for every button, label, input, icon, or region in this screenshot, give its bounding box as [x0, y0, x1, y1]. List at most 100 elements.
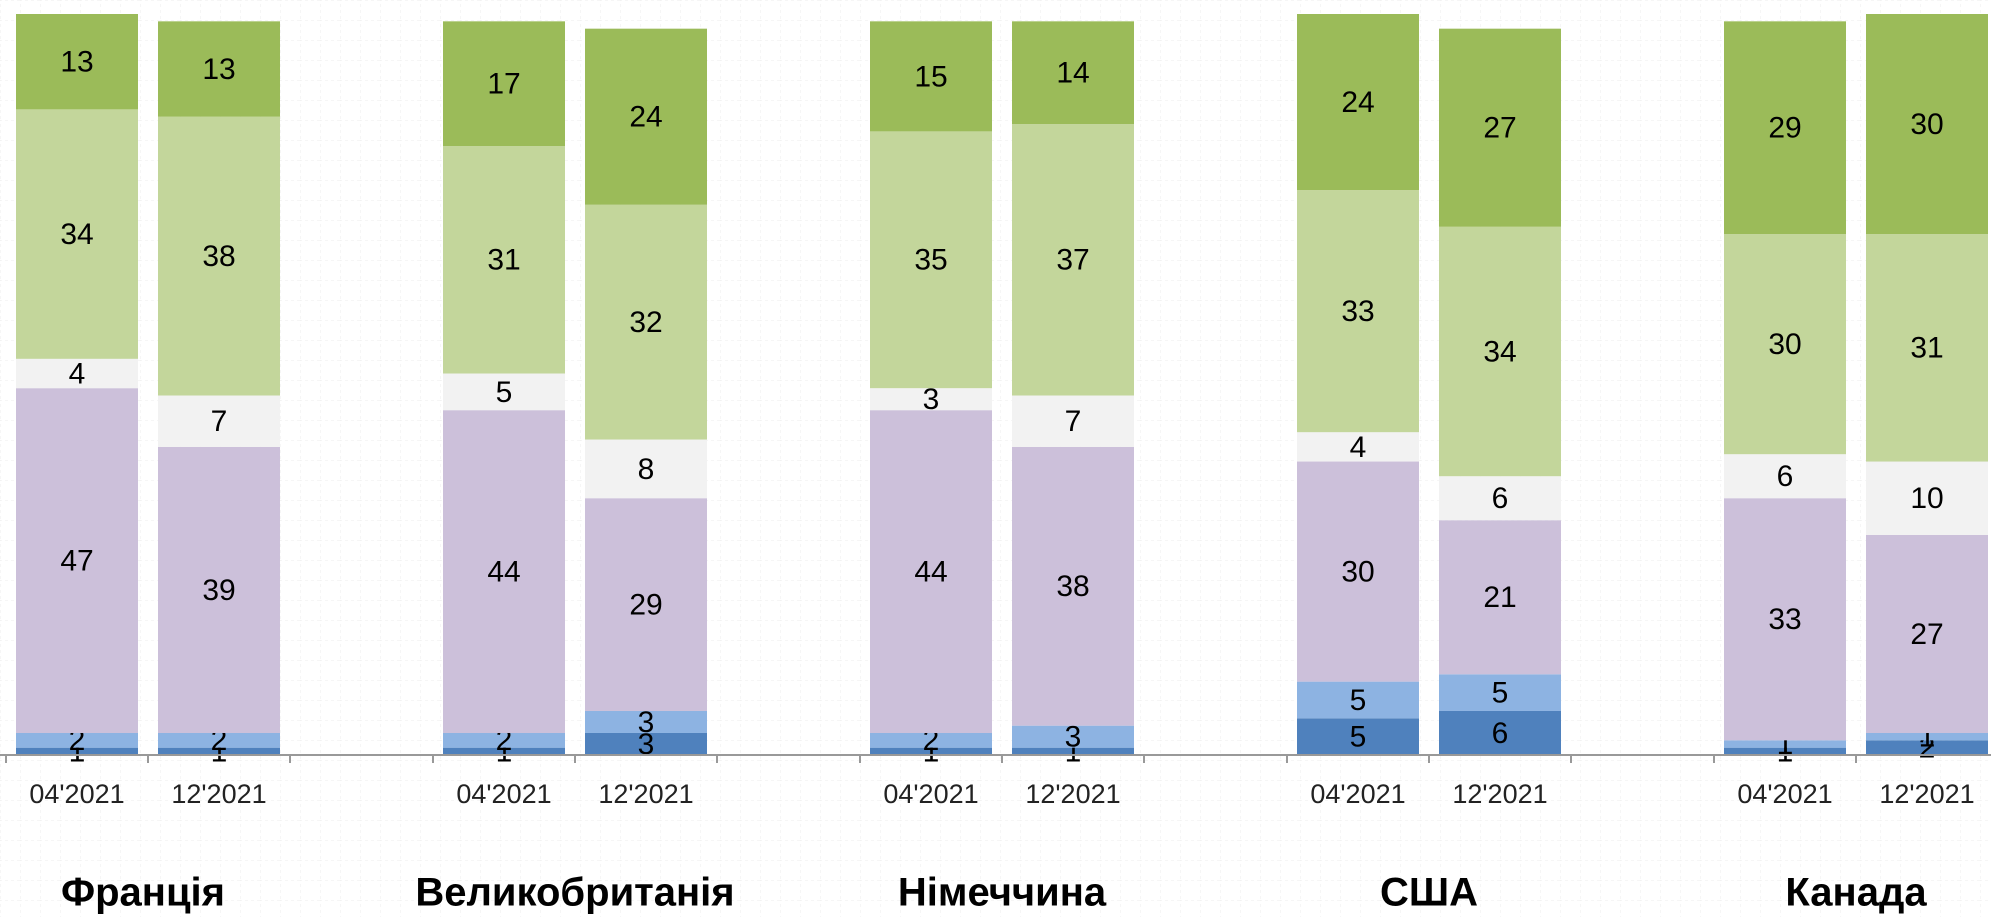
data-label: 24 — [1341, 86, 1374, 119]
data-label: 13 — [60, 46, 93, 79]
x-tick-label: 12'2021 — [1025, 779, 1120, 809]
bar-segment — [1012, 395, 1134, 447]
bar-segment — [1297, 681, 1419, 719]
data-label: 29 — [629, 589, 662, 622]
bar-segment — [585, 498, 707, 711]
group-label: Франція — [61, 871, 225, 915]
bar-segment — [1724, 498, 1846, 741]
bar-segment — [1297, 14, 1419, 191]
group-label: Канада — [1785, 871, 1927, 915]
data-label: 30 — [1768, 328, 1801, 361]
data-label: 35 — [914, 244, 947, 277]
bar-segment — [585, 710, 707, 733]
data-label: 39 — [202, 574, 235, 607]
bar-segment — [1012, 124, 1134, 396]
bar-segment — [158, 116, 280, 396]
data-label: 38 — [1056, 570, 1089, 603]
bar-segment — [1866, 14, 1988, 235]
bar-segment — [1724, 21, 1846, 235]
data-label: 38 — [202, 240, 235, 273]
data-label: 4 — [1350, 431, 1367, 464]
bar-segment — [443, 747, 565, 755]
bar-segment — [1724, 234, 1846, 455]
data-label: 8 — [638, 453, 655, 486]
data-label: 29 — [1768, 112, 1801, 145]
data-label: 17 — [487, 68, 520, 101]
bar-segment — [870, 410, 992, 733]
bar-segment — [1012, 446, 1134, 726]
group-label: Великобританія — [415, 871, 734, 915]
data-label: 31 — [1910, 332, 1943, 365]
bar-segment — [443, 21, 565, 147]
bar-segment — [1866, 740, 1988, 755]
bar-segment — [443, 146, 565, 374]
bar-segment — [585, 439, 707, 499]
bar-segment — [870, 388, 992, 411]
data-label: 14 — [1056, 57, 1089, 90]
x-tick-label: 12'2021 — [1452, 779, 1547, 809]
group-label: Німеччина — [898, 871, 1107, 915]
bar-segment — [16, 109, 138, 359]
data-label: 32 — [629, 306, 662, 339]
data-label: 5 — [1492, 677, 1509, 710]
bar-segment — [870, 21, 992, 132]
data-label: 24 — [629, 101, 662, 134]
data-label: 47 — [60, 545, 93, 578]
bar-segment — [158, 747, 280, 755]
x-tick-label: 12'2021 — [171, 779, 266, 809]
bar-segment — [1439, 520, 1561, 675]
data-label: 27 — [1483, 112, 1516, 145]
data-label: 3 — [638, 706, 655, 739]
data-label: 21 — [1483, 581, 1516, 614]
data-label: 4 — [69, 357, 86, 390]
bar-segment — [1724, 740, 1846, 748]
data-label: 10 — [1910, 482, 1943, 515]
bar-segment — [870, 131, 992, 389]
bar-segment — [16, 747, 138, 755]
bar-segment — [443, 732, 565, 748]
x-tick-label: 04'2021 — [29, 779, 124, 809]
x-tick-label: 04'2021 — [883, 779, 978, 809]
data-label: 34 — [60, 218, 93, 251]
x-tick-label: 04'2021 — [1737, 779, 1832, 809]
bar-segment — [443, 410, 565, 733]
bar-segment — [1439, 226, 1561, 477]
bar-segment — [16, 358, 138, 389]
data-label: 30 — [1910, 108, 1943, 141]
x-tick-label: 12'2021 — [598, 779, 693, 809]
bar-segment — [1297, 718, 1419, 755]
bar-segment — [1866, 461, 1988, 535]
bar-segment — [870, 732, 992, 748]
data-label: 37 — [1056, 244, 1089, 277]
data-label: 5 — [1350, 721, 1367, 754]
bar-segment — [158, 732, 280, 748]
data-label: 5 — [1350, 684, 1367, 717]
data-label: 15 — [914, 60, 947, 93]
bar-segment — [870, 747, 992, 755]
bar-segment — [1866, 234, 1988, 462]
data-label: 3 — [1065, 721, 1082, 754]
bar-segment — [1724, 747, 1846, 755]
bar-segment — [585, 732, 707, 755]
bar-segment — [1297, 190, 1419, 433]
bar-segment — [1866, 534, 1988, 733]
data-label: 3 — [638, 728, 655, 761]
bar-segment — [1012, 725, 1134, 748]
data-label: 30 — [1341, 556, 1374, 589]
data-label: 33 — [1341, 295, 1374, 328]
bar-segment — [1439, 674, 1561, 711]
bar-segment — [1297, 461, 1419, 682]
bar-segment — [16, 732, 138, 748]
bar-segment — [585, 204, 707, 440]
bar-segment — [1439, 28, 1561, 227]
bar-segment — [1297, 432, 1419, 462]
x-tick-label: 12'2021 — [1879, 779, 1974, 809]
bar-segment — [158, 446, 280, 733]
data-label: 7 — [1065, 405, 1082, 438]
bar-segment — [1012, 747, 1134, 755]
data-label: 44 — [487, 556, 520, 589]
bar-segment — [585, 28, 707, 205]
